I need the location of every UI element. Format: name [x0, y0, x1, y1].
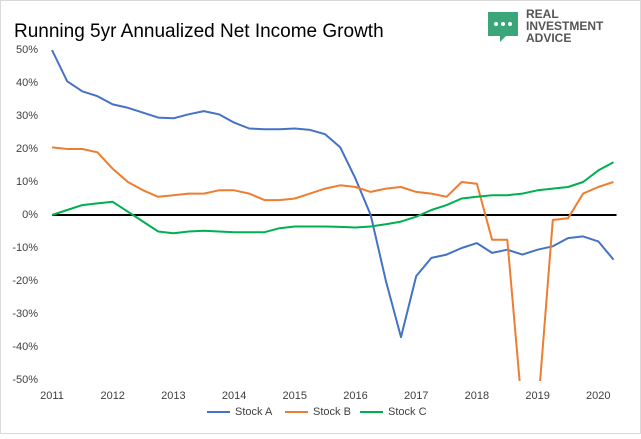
logo-text: REAL — [526, 7, 559, 21]
y-tick-label: -30% — [12, 308, 38, 320]
x-tick-label: 2012 — [100, 390, 124, 402]
x-tick-label: 2013 — [161, 390, 185, 402]
x-tick-label: 2020 — [586, 390, 610, 402]
logo-dot — [508, 22, 512, 26]
legend-label: Stock B — [313, 406, 351, 418]
y-tick-label: -20% — [12, 275, 38, 287]
x-tick-label: 2014 — [222, 390, 246, 402]
logo-dot — [494, 22, 498, 26]
y-tick-label: 50% — [16, 44, 38, 56]
logo-text: INVESTMENT — [526, 19, 604, 33]
y-tick-label: 40% — [16, 77, 38, 89]
series-line — [51, 161, 614, 235]
series-line — [51, 49, 615, 339]
x-tick-label: 2015 — [283, 390, 307, 402]
x-tick-label: 2011 — [40, 390, 64, 402]
y-tick-label: -50% — [12, 374, 38, 386]
legend-label: Stock A — [235, 406, 273, 418]
logo-text: ADVICE — [526, 31, 571, 45]
plot-area — [51, 49, 615, 381]
x-tick-label: 2018 — [465, 390, 489, 402]
logo-dot — [501, 22, 505, 26]
y-tick-label: -10% — [12, 242, 38, 254]
x-tick-label: 2016 — [343, 390, 367, 402]
logo-icon — [488, 12, 518, 42]
y-tick-label: 30% — [16, 110, 38, 122]
y-tick-label: 0% — [22, 209, 38, 221]
x-tick-label: 2019 — [525, 390, 549, 402]
x-tick-label: 2017 — [404, 390, 428, 402]
chart-title: Running 5yr Annualized Net Income Growth — [14, 21, 384, 42]
y-tick-label: 10% — [16, 176, 38, 188]
y-tick-label: -40% — [12, 341, 38, 353]
logo: REAL INVESTMENT ADVICE — [488, 7, 604, 45]
series-line — [51, 146, 614, 381]
legend-label: Stock C — [388, 406, 427, 418]
y-tick-label: 20% — [16, 143, 38, 155]
